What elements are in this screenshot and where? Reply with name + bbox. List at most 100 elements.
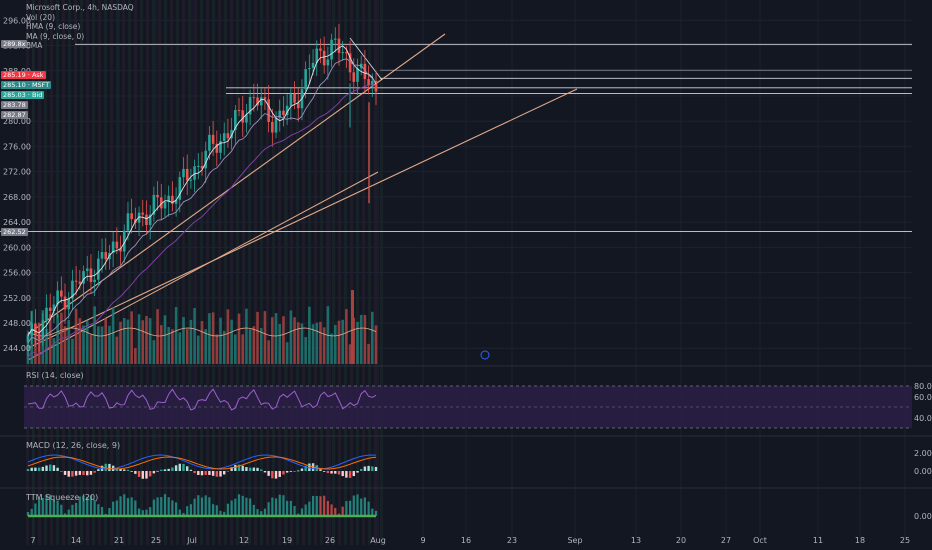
- ttm-bar-74: [300, 508, 304, 516]
- volume-bar-19: [97, 326, 100, 364]
- macd-hist-18: [93, 471, 96, 473]
- candle-body-91: [363, 63, 367, 80]
- candle-body-53: [222, 133, 226, 142]
- volume-bar-14: [78, 318, 82, 364]
- candle-body-78: [315, 48, 319, 63]
- candle-body-0: [26, 335, 30, 342]
- ttm-bar-28: [130, 497, 133, 516]
- ttm-bar-54: [226, 503, 230, 516]
- ttm-bar-56: [234, 498, 237, 516]
- ttm-bar-75: [304, 504, 307, 516]
- y-tick-11: 252.00: [3, 294, 31, 303]
- candle-body-13: [74, 280, 78, 282]
- volume-bar-10: [63, 326, 67, 364]
- macd-hist-0: [26, 469, 30, 471]
- macd-hist-27: [126, 469, 130, 471]
- ttm-bar-31: [141, 510, 144, 516]
- macd-hist-22: [108, 463, 111, 471]
- volume-bar-40: [174, 306, 178, 364]
- macd-hist-30: [137, 471, 141, 477]
- candle-body-86: [345, 52, 348, 54]
- rsi-pane: 80.00 60.00 40.00: [0, 365, 932, 429]
- x-tick-1: 14: [71, 536, 81, 545]
- candle-body-39: [171, 195, 174, 204]
- candle-body-49: [208, 134, 211, 151]
- macd-hist-26: [123, 469, 126, 471]
- candle-body-73: [296, 102, 300, 109]
- ttm-bar-29: [134, 500, 137, 516]
- ttm-bar-83: [334, 507, 337, 516]
- volume-bar-2: [34, 332, 37, 364]
- macd-hist-81: [326, 471, 330, 474]
- macd-hist-6: [49, 464, 52, 471]
- price-tag-3: 285.03 · Bid: [1, 90, 45, 99]
- volume-bar-46: [196, 335, 200, 364]
- study-vol[interactable]: Vol (20): [26, 12, 56, 22]
- candle-body-5: [45, 307, 48, 321]
- symbol-title[interactable]: Microsoft Corp., 4h, NASDAQ: [26, 3, 134, 12]
- candle-body-14: [78, 281, 82, 284]
- candle-body-56: [234, 110, 237, 130]
- candle-body-89: [356, 68, 359, 82]
- macd-hist-32: [145, 471, 148, 479]
- volume-bar-94: [374, 325, 378, 364]
- macd-hist-59: [245, 467, 248, 471]
- macd-label[interactable]: MACD (12, 26, close, 9): [26, 441, 121, 450]
- ttm-label[interactable]: TTM Squeeze (20): [26, 493, 99, 502]
- volume-bar-87: [348, 344, 352, 364]
- rsi-label[interactable]: RSI (14, close): [26, 371, 84, 380]
- volume-bar-69: [282, 316, 285, 364]
- macd-axis-0: 2.00: [914, 449, 932, 458]
- ttm-bar-11: [67, 509, 70, 516]
- volume-bar-82: [330, 333, 333, 364]
- ttm-bar-59: [245, 497, 248, 516]
- macd-hist-4: [41, 466, 45, 471]
- y-tick-7: 268.00: [3, 193, 31, 202]
- ttm-bar-41: [178, 509, 181, 516]
- ttm-bar-35: [156, 497, 159, 516]
- ttm-bar-12: [71, 504, 74, 516]
- ttm-bar-72: [293, 505, 296, 516]
- x-tick-17: 11: [813, 536, 823, 545]
- macd-hist-36: [160, 469, 163, 471]
- volume-bar-21: [104, 318, 108, 364]
- candle-body-18: [93, 279, 96, 283]
- macd-hist-60: [248, 467, 252, 471]
- ttm-bar-67: [274, 498, 278, 516]
- study-ema[interactable]: EMA: [26, 41, 43, 51]
- candle-body-23: [111, 241, 115, 253]
- x-tick-16: Oct: [753, 536, 767, 545]
- macd-hist-63: [260, 469, 263, 471]
- volume-bar-60: [248, 329, 252, 364]
- macd-hist-84: [337, 471, 341, 475]
- ttm-bar-15: [82, 495, 85, 516]
- volume-bar-71: [289, 310, 293, 364]
- volume-bar-13: [74, 308, 78, 364]
- study-ma[interactable]: MA (9, close, 0): [26, 31, 85, 41]
- ttm-bar-27: [126, 497, 130, 516]
- ttm-bar-33: [149, 507, 152, 516]
- volume-bar-84: [337, 320, 341, 364]
- macd-hist-76: [308, 463, 311, 471]
- ttm-bar-89: [356, 494, 359, 516]
- macd-hist-65: [267, 471, 270, 476]
- x-tick-14: 20: [676, 536, 686, 545]
- candle-body-47: [200, 166, 204, 169]
- volume-bar-39: [171, 329, 174, 364]
- ttm-bar-47: [200, 497, 204, 516]
- macd-hist-90: [359, 468, 363, 471]
- ttm-bar-60: [249, 498, 252, 516]
- candle-body-75: [304, 69, 307, 90]
- candle-body-32: [145, 214, 148, 226]
- macd-hist-58: [241, 465, 244, 471]
- candle-body-71: [289, 93, 293, 106]
- candle-body-9: [60, 290, 63, 297]
- volume-bar-78: [315, 322, 319, 364]
- y-tick-0: 296.00: [3, 16, 31, 25]
- candle-body-80: [322, 50, 326, 66]
- macd-hist-39: [171, 467, 174, 471]
- volume-bar-23: [111, 307, 115, 364]
- study-hma[interactable]: HMA (9, close): [26, 22, 81, 32]
- macd-pane: 2.00 0.00: [0, 435, 932, 479]
